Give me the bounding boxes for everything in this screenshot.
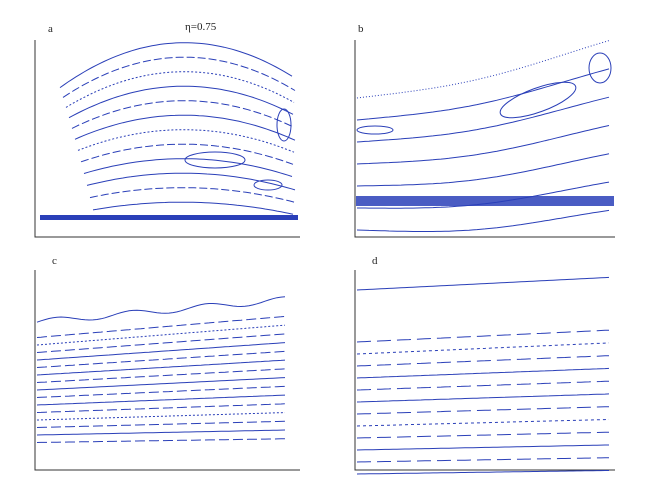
island bbox=[356, 125, 394, 135]
panel-label: c bbox=[52, 255, 57, 267]
orbit-curve bbox=[356, 153, 610, 187]
orbit-curve bbox=[356, 418, 610, 427]
orbit-curve bbox=[36, 359, 286, 376]
orbit-curve bbox=[36, 412, 286, 421]
orbit-curve bbox=[36, 324, 286, 346]
orbit-curve bbox=[36, 420, 286, 428]
axes bbox=[354, 270, 615, 471]
orbit-curve bbox=[356, 367, 610, 379]
island bbox=[499, 81, 577, 119]
orbit-curve bbox=[36, 350, 286, 368]
orbit-curve bbox=[92, 201, 294, 215]
orbit-curve bbox=[36, 368, 286, 383]
orbit-curve bbox=[356, 444, 609, 451]
orbit-curve bbox=[356, 355, 610, 367]
panel-label: d bbox=[372, 255, 378, 267]
orbit-curve bbox=[36, 429, 286, 436]
orbit-curve bbox=[36, 377, 286, 391]
orbit-curve bbox=[356, 457, 610, 463]
orbit-curve bbox=[62, 56, 296, 98]
orbit-curve bbox=[356, 431, 610, 439]
axes bbox=[354, 40, 615, 238]
parameter-label: η=0.75 bbox=[185, 21, 217, 33]
orbit-curve bbox=[356, 96, 610, 143]
orbit-curve bbox=[356, 329, 610, 343]
orbit-curve bbox=[36, 403, 286, 413]
orbit-curve bbox=[36, 296, 286, 323]
island bbox=[588, 52, 612, 84]
orbit-curve bbox=[36, 333, 286, 353]
island bbox=[276, 108, 292, 142]
orbit-curve bbox=[356, 276, 610, 291]
orbit-curve bbox=[356, 68, 610, 121]
orbit-curve bbox=[356, 380, 610, 391]
orbit-curve bbox=[356, 470, 609, 475]
orbit-curve bbox=[356, 40, 610, 99]
island bbox=[184, 151, 246, 169]
orbit-curve bbox=[86, 172, 296, 191]
orbit-curve bbox=[68, 85, 294, 119]
orbit-curve bbox=[356, 342, 610, 355]
orbit-curve bbox=[89, 187, 295, 203]
orbit-curve bbox=[356, 125, 610, 165]
orbit-curve bbox=[356, 406, 610, 415]
orbit-curve bbox=[74, 114, 296, 141]
orbit-curve bbox=[77, 129, 295, 153]
island bbox=[253, 179, 283, 191]
orbit-curve bbox=[80, 143, 294, 165]
orbit-curve bbox=[36, 438, 285, 443]
axes bbox=[34, 40, 300, 238]
orbit-curve bbox=[65, 71, 295, 108]
dense-band bbox=[356, 196, 614, 206]
orbit-curve bbox=[356, 393, 610, 403]
orbit-curve bbox=[36, 394, 286, 406]
orbit-curve bbox=[36, 315, 286, 338]
panel-label: a bbox=[48, 23, 53, 35]
orbit-curve bbox=[71, 100, 293, 129]
panel-label: b bbox=[358, 23, 364, 35]
axes bbox=[34, 270, 300, 471]
orbit-curve bbox=[357, 181, 610, 209]
orbit-curve bbox=[59, 42, 293, 89]
orbit-curve bbox=[83, 158, 293, 177]
orbit-curve bbox=[36, 342, 286, 361]
dense-band bbox=[40, 215, 298, 220]
orbit-curve bbox=[356, 209, 610, 232]
